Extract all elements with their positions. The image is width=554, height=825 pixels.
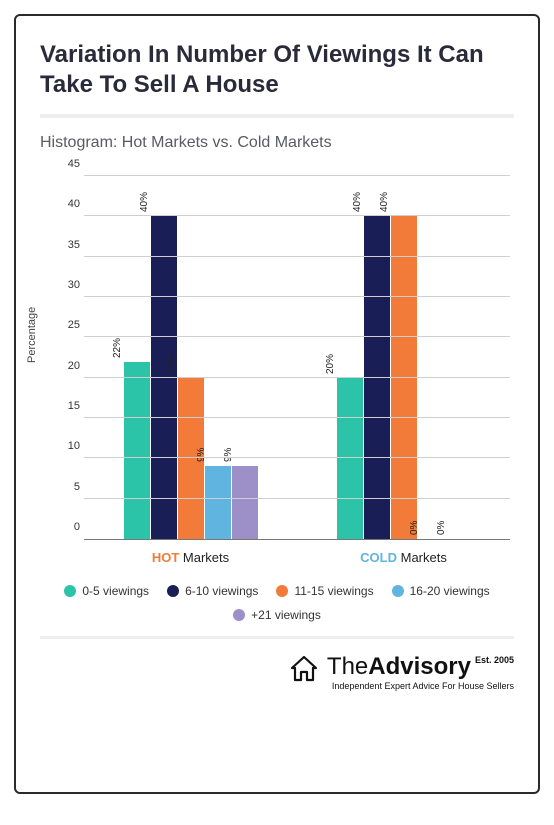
- legend-item: 0-5 viewings: [64, 584, 149, 598]
- bar: 40%: [391, 216, 417, 539]
- grid-line: [84, 256, 510, 257]
- y-tick: 40: [60, 198, 80, 210]
- plot-area: 22%40%20%9%9%20%40%40%0%0% 0510152025303…: [84, 176, 510, 540]
- bar: 9%: [205, 466, 231, 539]
- chart-card: Variation In Number Of Viewings It Can T…: [14, 14, 540, 794]
- grid-line: [84, 498, 510, 499]
- legend-swatch: [233, 609, 245, 621]
- chart-legend: 0-5 viewings 6-10 viewings 11-15 viewings 1…: [40, 584, 514, 622]
- logo-text: TheAdvisory Est. 2005 Independent Expert…: [327, 655, 514, 691]
- legend-item: 16-20 viewings: [392, 584, 490, 598]
- bar: 9%: [232, 466, 258, 539]
- grid-line: [84, 457, 510, 458]
- house-icon: [289, 655, 319, 683]
- legend-swatch: [276, 585, 288, 597]
- logo: TheAdvisory Est. 2005 Independent Expert…: [289, 655, 514, 691]
- histogram-chart: Percentage 22%40%20%9%9%20%40%40%0%0% 05…: [40, 176, 514, 566]
- bar-value-label: 40%: [138, 192, 149, 216]
- grid-line: [84, 417, 510, 418]
- title-divider: [40, 114, 514, 118]
- brand-name: TheAdvisory: [327, 655, 471, 679]
- y-tick: 10: [60, 440, 80, 452]
- footer-divider: [40, 636, 514, 639]
- bar-group: 22% 40% 20% 9%9%: [84, 176, 297, 539]
- legend-label: +21 viewings: [251, 608, 321, 622]
- legend-swatch: [392, 585, 404, 597]
- y-tick: 35: [60, 239, 80, 251]
- legend-swatch: [64, 585, 76, 597]
- legend-label: 16-20 viewings: [410, 584, 490, 598]
- brand-est: Est. 2005: [475, 655, 514, 665]
- legend-label: 6-10 viewings: [185, 584, 258, 598]
- bar: 22%: [124, 362, 150, 539]
- x-axis-labels: HOT MarketsCOLD Markets: [84, 544, 510, 566]
- legend-label: 11-15 viewings: [294, 584, 373, 598]
- chart-subtitle: Histogram: Hot Markets vs. Cold Markets: [40, 134, 514, 152]
- y-tick: 5: [60, 481, 80, 493]
- grid-line: [84, 336, 510, 337]
- y-axis-label: Percentage: [26, 307, 38, 363]
- grid-line: [84, 296, 510, 297]
- legend-item: +21 viewings: [233, 608, 321, 622]
- bar-value-label: 40%: [378, 192, 389, 216]
- grid-line: [84, 175, 510, 176]
- grid-line: [84, 215, 510, 216]
- bar-value-label: 40%: [351, 192, 362, 216]
- y-tick: 45: [60, 158, 80, 170]
- bar-value-label: 20%: [165, 354, 176, 378]
- grid-line: [84, 377, 510, 378]
- y-tick: 25: [60, 319, 80, 331]
- footer: TheAdvisory Est. 2005 Independent Expert…: [40, 655, 514, 691]
- legend-item: 11-15 viewings: [276, 584, 373, 598]
- bar: 40%: [364, 216, 390, 539]
- brand-tagline: Independent Expert Advice For House Sell…: [332, 681, 514, 691]
- legend-item: 6-10 viewings: [167, 584, 258, 598]
- y-tick: 30: [60, 279, 80, 291]
- bar-value-label: 0%: [435, 521, 446, 539]
- bar-group: 20%40%40%0%0%: [297, 176, 510, 539]
- y-tick: 15: [60, 400, 80, 412]
- bar-groups: 22%40%20%9%9%20%40%40%0%0%: [84, 176, 510, 539]
- y-tick: 0: [60, 521, 80, 533]
- bar-value-label: 0%: [408, 521, 419, 539]
- legend-swatch: [167, 585, 179, 597]
- bar-value-label: 20%: [324, 354, 335, 378]
- legend-label: 0-5 viewings: [82, 584, 149, 598]
- bar-value-label: 22%: [111, 338, 122, 362]
- x-axis-label: COLD Markets: [297, 544, 510, 566]
- y-tick: 20: [60, 360, 80, 372]
- x-axis-label: HOT Markets: [84, 544, 297, 566]
- page-title: Variation In Number Of Viewings It Can T…: [40, 40, 514, 100]
